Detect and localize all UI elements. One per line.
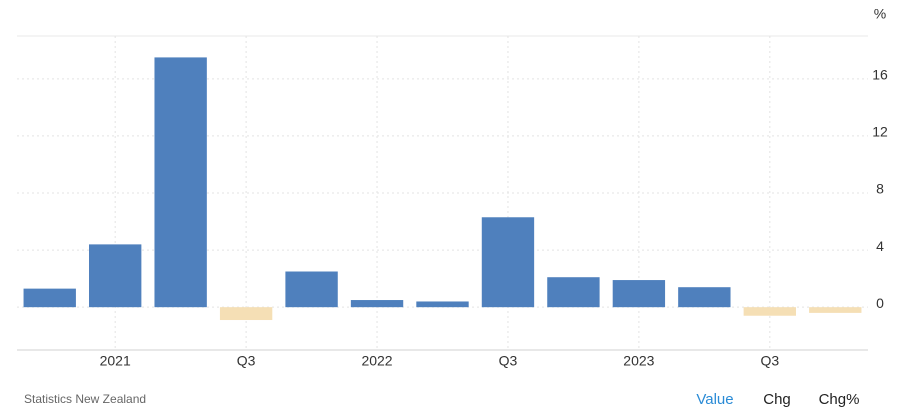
bar <box>154 57 207 308</box>
bar <box>89 244 142 308</box>
bar <box>23 288 76 308</box>
bar <box>809 307 862 313</box>
bar <box>678 287 731 308</box>
chg-button[interactable]: Chg <box>763 391 791 408</box>
y-tick-label: 8 <box>876 181 884 197</box>
bar <box>285 271 338 308</box>
y-tick-label: 4 <box>876 238 884 254</box>
x-tick-label: 2023 <box>623 353 654 369</box>
bar <box>547 277 600 308</box>
bar <box>350 300 404 308</box>
bar <box>612 280 666 308</box>
value-button[interactable]: Value <box>696 391 733 408</box>
y-tick-label: 12 <box>872 124 888 140</box>
bar <box>481 217 535 308</box>
y-unit: % <box>874 6 886 22</box>
x-tick-label: Q3 <box>237 353 256 369</box>
y-tick-label: 16 <box>872 67 888 83</box>
x-tick-label: Q3 <box>760 353 779 369</box>
x-tick-label: 2021 <box>100 353 131 369</box>
bar <box>743 307 796 316</box>
source: Statistics New Zealand <box>24 392 146 406</box>
chg-pct-button[interactable]: Chg% <box>819 391 860 408</box>
bar <box>219 307 273 321</box>
x-tick-label: 2022 <box>361 353 392 369</box>
y-tick-label: 0 <box>876 295 884 311</box>
bar <box>416 301 469 308</box>
x-tick-label: Q3 <box>499 353 518 369</box>
